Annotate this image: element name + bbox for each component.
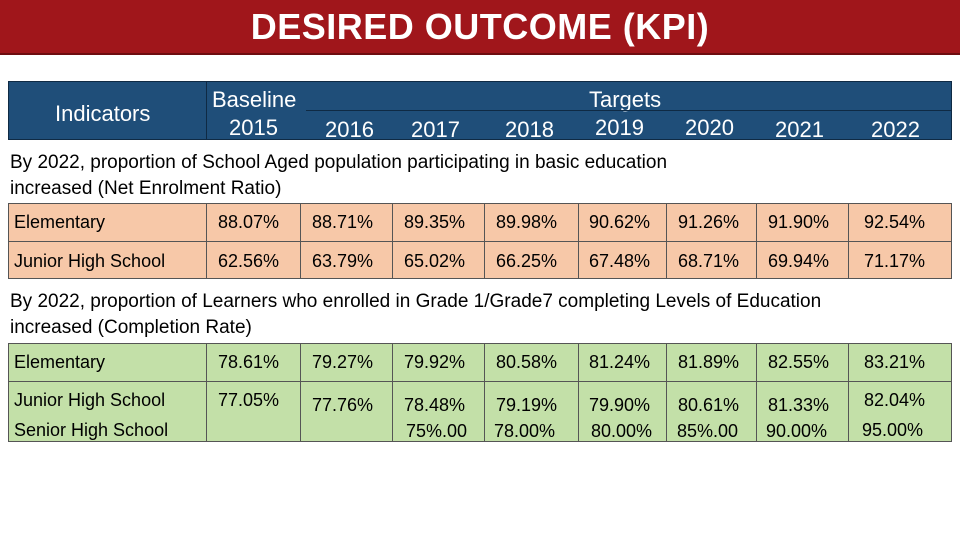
column-divider bbox=[392, 203, 393, 279]
indicators-header: Indicators bbox=[55, 101, 151, 126]
baseline-header: Baseline bbox=[212, 87, 297, 112]
cell-2015: 62.56% bbox=[218, 251, 280, 271]
cell-2021: 82.55% bbox=[768, 352, 830, 372]
column-divider bbox=[578, 343, 579, 442]
row-label: Senior High School bbox=[14, 420, 169, 440]
year-2017: 2017 bbox=[411, 117, 460, 142]
year-2019: 2019 bbox=[595, 115, 644, 140]
cell-2019: 90.62% bbox=[589, 212, 651, 232]
cell-2019: 79.90% bbox=[589, 395, 651, 415]
column-divider bbox=[756, 343, 757, 442]
column-divider bbox=[300, 343, 301, 442]
column-divider bbox=[206, 203, 207, 279]
cell-2019: 80.00% bbox=[591, 421, 653, 441]
cell-2020: 81.89% bbox=[678, 352, 740, 372]
cell-2016: 77.76% bbox=[312, 395, 374, 415]
completion-rate-table bbox=[8, 343, 952, 442]
cell-2018: 66.25% bbox=[496, 251, 558, 271]
row-label: Elementary bbox=[14, 352, 106, 372]
year-2021: 2021 bbox=[775, 117, 824, 142]
cell-2021: 91.90% bbox=[768, 212, 830, 232]
cell-2015: 78.61% bbox=[218, 352, 280, 372]
cell-2015: 88.07% bbox=[218, 212, 280, 232]
cell-2016: 88.71% bbox=[312, 212, 374, 232]
section2-line2: increased (Completion Rate) bbox=[10, 317, 252, 338]
cell-2019: 67.48% bbox=[589, 251, 651, 271]
cell-2020: 80.61% bbox=[678, 395, 740, 415]
cell-2017: 79.92% bbox=[404, 352, 466, 372]
row-divider bbox=[8, 241, 952, 242]
cell-2016: 63.79% bbox=[312, 251, 374, 271]
cell-2015: 77.05% bbox=[218, 390, 280, 410]
year-2016: 2016 bbox=[325, 117, 374, 142]
section2-line1: By 2022, proportion of Learners who enro… bbox=[10, 291, 822, 312]
cell-2020: 85%.00 bbox=[677, 421, 739, 441]
row-label: Junior High School bbox=[14, 251, 166, 271]
title-bar: DESIRED OUTCOME (KPI) bbox=[0, 0, 960, 55]
targets-header: Targets bbox=[589, 87, 662, 112]
column-divider bbox=[756, 203, 757, 279]
year-2018: 2018 bbox=[505, 117, 554, 142]
cell-2020: 68.71% bbox=[678, 251, 740, 271]
cell-2017: 89.35% bbox=[404, 212, 466, 232]
column-divider bbox=[578, 203, 579, 279]
cell-2022: 71.17% bbox=[864, 251, 926, 271]
cell-2022: 95.00% bbox=[862, 420, 924, 440]
cell-2022: 92.54% bbox=[864, 212, 926, 232]
header-divider bbox=[306, 110, 952, 111]
column-divider bbox=[848, 203, 849, 279]
cell-2018: 80.58% bbox=[496, 352, 558, 372]
cell-2021: 90.00% bbox=[766, 421, 828, 441]
cell-2022: 83.21% bbox=[864, 352, 926, 372]
section1-line1: By 2022, proportion of School Aged popul… bbox=[10, 152, 668, 173]
cell-2018: 78.00% bbox=[494, 421, 556, 441]
row-label: Elementary bbox=[14, 212, 106, 232]
cell-2017: 65.02% bbox=[404, 251, 466, 271]
section2-heading: By 2022, proportion of Learners who enro… bbox=[10, 289, 821, 341]
year-2015: 2015 bbox=[229, 115, 278, 140]
column-divider bbox=[206, 343, 207, 442]
section1-line2: increased (Net Enrolment Ratio) bbox=[10, 178, 282, 199]
column-divider bbox=[484, 343, 485, 442]
cell-2017: 75%.00 bbox=[406, 421, 468, 441]
row-divider bbox=[8, 381, 952, 382]
column-divider bbox=[300, 203, 301, 279]
row-label: Junior High School bbox=[14, 390, 166, 410]
cell-2021: 81.33% bbox=[768, 395, 830, 415]
cell-2020: 91.26% bbox=[678, 212, 740, 232]
year-2020: 2020 bbox=[685, 115, 734, 140]
column-divider bbox=[848, 343, 849, 442]
column-divider bbox=[392, 343, 393, 442]
cell-2018: 89.98% bbox=[496, 212, 558, 232]
cell-2017: 78.48% bbox=[404, 395, 466, 415]
header-divider bbox=[206, 81, 207, 140]
year-2022: 2022 bbox=[871, 117, 920, 142]
cell-2019: 81.24% bbox=[589, 352, 651, 372]
section1-heading: By 2022, proportion of School Aged popul… bbox=[10, 150, 667, 202]
cell-2016: 79.27% bbox=[312, 352, 374, 372]
cell-2021: 69.94% bbox=[768, 251, 830, 271]
cell-2018: 79.19% bbox=[496, 395, 558, 415]
column-divider bbox=[666, 343, 667, 442]
column-divider bbox=[484, 203, 485, 279]
cell-2022: 82.04% bbox=[864, 390, 926, 410]
page-title: DESIRED OUTCOME (KPI) bbox=[250, 6, 710, 47]
column-divider bbox=[666, 203, 667, 279]
